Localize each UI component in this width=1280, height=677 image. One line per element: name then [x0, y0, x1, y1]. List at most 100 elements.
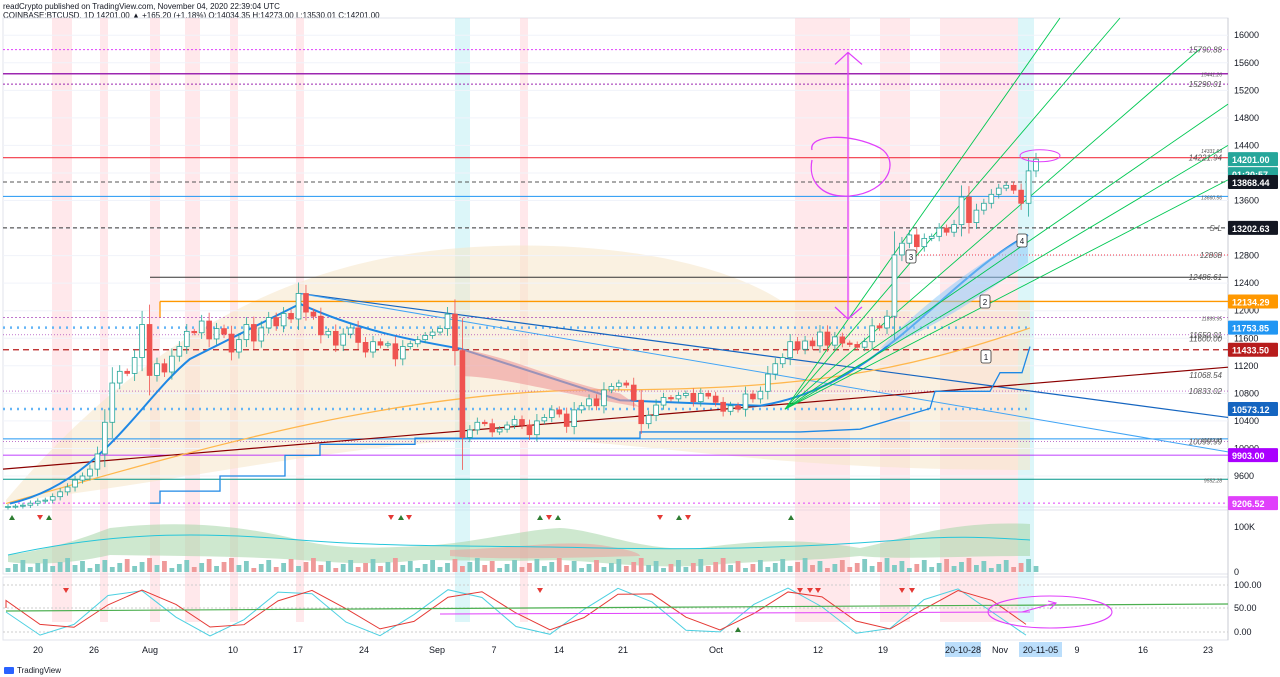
price-axis-tick-11600: 11600	[1234, 333, 1258, 343]
candle	[593, 398, 600, 407]
price-axis-tick-11200: 11200	[1234, 361, 1258, 371]
candle	[452, 313, 458, 352]
price-label-text: 10573.12	[1232, 405, 1270, 415]
candle	[124, 370, 130, 374]
candle	[548, 409, 555, 418]
candle	[228, 333, 235, 353]
volume-bar	[147, 558, 152, 572]
tradingview-logo-text: TradingView	[17, 666, 62, 675]
candle	[213, 328, 220, 340]
volume-bar	[944, 559, 950, 572]
volume-bar	[437, 567, 443, 572]
volume-axis-100k: 100K	[1234, 522, 1255, 532]
level-annotation-1106854: 11068.54	[1189, 371, 1222, 380]
price-axis-tick-14800: 14800	[1234, 113, 1259, 123]
volume-bar	[698, 559, 704, 572]
candle	[556, 409, 563, 415]
candle	[102, 421, 108, 455]
volume-bar	[541, 566, 547, 572]
x-axis-tick-16: 16	[1138, 645, 1148, 655]
volume-bar	[892, 565, 897, 572]
candle	[966, 196, 972, 223]
candle	[943, 227, 950, 233]
volume-bar	[378, 566, 383, 572]
volume-bar	[303, 562, 309, 572]
price-label-bg	[1228, 152, 1278, 167]
volume-bar	[608, 563, 614, 572]
signal-arrow-up	[676, 515, 682, 520]
price-axis-tick-10800: 10800	[1234, 388, 1259, 398]
level-annotation-SL: S-L	[1210, 224, 1222, 233]
volume-bar	[281, 563, 287, 572]
annotation-loop-main	[810, 136, 891, 197]
candle	[109, 382, 116, 423]
price-label-bg	[1228, 496, 1278, 511]
volume-bar	[929, 567, 935, 572]
volume-bar	[311, 558, 316, 572]
signal-arrow-up	[555, 515, 561, 520]
x-axis-tick-24: 24	[359, 645, 369, 655]
volume-bar	[817, 561, 823, 572]
price-label-1420100: 14201.00	[1228, 152, 1278, 167]
volume-bar	[966, 558, 972, 572]
candle	[310, 311, 317, 317]
candle	[1003, 184, 1010, 189]
candle	[340, 333, 347, 346]
candle	[839, 336, 846, 344]
volume-bar	[623, 566, 629, 572]
volume-bar	[936, 563, 942, 572]
volume-bar	[325, 561, 331, 572]
x-axis-tick-10: 10	[228, 645, 238, 655]
signal-arrow-up	[537, 515, 543, 520]
candle	[467, 429, 473, 438]
candle	[385, 343, 391, 346]
volume-bar	[467, 562, 473, 572]
ma-ribbon-red-fill	[460, 348, 640, 408]
volume-bar	[1011, 567, 1017, 572]
candle	[49, 496, 56, 501]
candle	[206, 320, 212, 340]
oscillator-annotation-ellipse	[987, 595, 1113, 629]
candle	[481, 421, 488, 425]
candle	[973, 209, 980, 223]
candle	[429, 331, 436, 336]
candle	[280, 313, 287, 327]
volume-bar	[854, 563, 860, 572]
price-label-bg	[1228, 448, 1278, 463]
osc-axis-tick-5000: 50.00	[1234, 603, 1257, 613]
volume-bar	[906, 568, 912, 572]
fan-line-0	[784, 17, 1061, 410]
volume-bar	[266, 560, 272, 572]
fan-line-2	[784, 48, 1201, 410]
candle	[72, 479, 78, 488]
shaded-band-1	[100, 18, 108, 622]
candle	[921, 237, 928, 248]
x-axis-tick-12: 12	[813, 645, 823, 655]
candle	[772, 363, 779, 375]
volume-bar	[988, 568, 994, 572]
price-axis-tick-14400: 14400	[1234, 140, 1259, 150]
price-label-bg	[1228, 320, 1278, 335]
volume-bar	[996, 564, 1002, 572]
candle	[169, 355, 175, 373]
candle	[787, 341, 793, 358]
candle	[198, 320, 205, 334]
candle	[794, 341, 801, 350]
candle	[608, 386, 615, 391]
volume-bar	[400, 565, 406, 572]
candle	[683, 392, 689, 396]
level-annotation-12808: 12808	[1200, 251, 1223, 260]
candle	[1033, 158, 1039, 172]
fan-line-4	[784, 145, 1229, 410]
volume-bar	[959, 562, 964, 572]
volume-bar	[184, 560, 190, 572]
candle	[809, 340, 816, 347]
volume-bar	[176, 564, 182, 572]
trendline-darkred	[2, 366, 1229, 470]
candle	[824, 331, 831, 346]
candle	[697, 392, 704, 403]
level-annotation-1366056: 13660.56	[1201, 195, 1222, 201]
x-axis-tick-19: 19	[878, 645, 888, 655]
candle	[623, 382, 630, 386]
